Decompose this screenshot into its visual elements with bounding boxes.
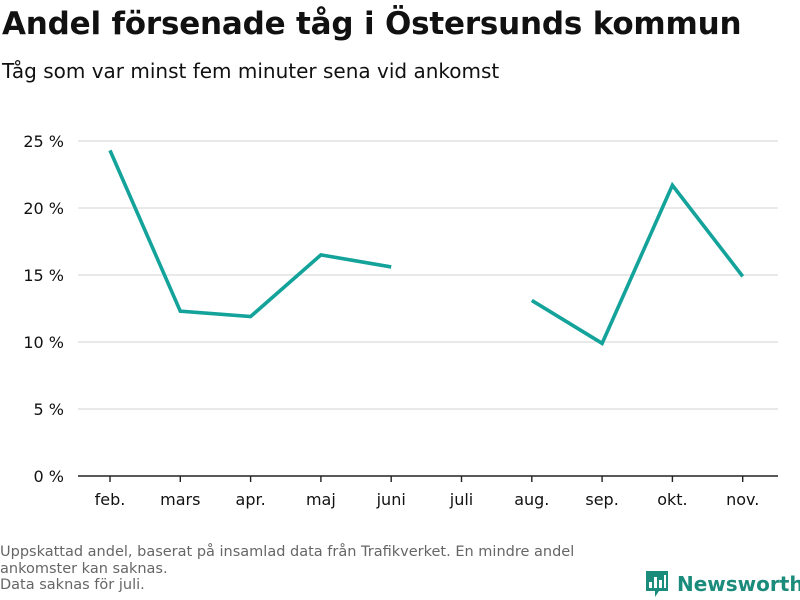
- x-tick-label: feb.: [95, 490, 126, 509]
- y-tick-label: 0 %: [34, 467, 64, 486]
- x-tick-label: juni: [376, 490, 406, 509]
- footnote: Uppskattad andel, baserat på insamlad da…: [0, 544, 640, 594]
- x-tick-label: nov.: [726, 490, 759, 509]
- y-tick-label: 25 %: [23, 132, 64, 151]
- chart-title: Andel försenade tåg i Östersunds kommun: [2, 6, 742, 42]
- x-tick-label: juli: [449, 490, 473, 509]
- y-tick-label: 15 %: [23, 266, 64, 285]
- footnote-line: ankomster kan saknas.: [0, 560, 168, 577]
- footnote-line: Data saknas för juli.: [0, 577, 145, 593]
- gridlines: [78, 140, 778, 410]
- y-tick-label: 10 %: [23, 333, 64, 352]
- line-chart: 0 % 5 % 10 % 15 % 20 % 25 % feb. mars apr. maj ju…: [23, 132, 778, 509]
- x-tick-label: maj: [306, 490, 336, 509]
- logo-name: Newsworthy: [677, 572, 800, 596]
- y-tick-label: 20 %: [23, 199, 64, 218]
- x-tick-label: mars: [160, 490, 200, 509]
- x-axis: feb. mars apr. maj juni juli aug. sep. okt. nov.: [78, 475, 778, 509]
- bar-chart-logo-icon: [646, 571, 668, 597]
- series-line-segment: [108, 149, 392, 319]
- y-axis-tick-labels: 0 % 5 % 10 % 15 % 20 % 25 %: [23, 132, 64, 486]
- footnote-line: Uppskattad andel, baserat på insamlad da…: [0, 544, 575, 560]
- x-tick-label: aug.: [514, 490, 549, 509]
- series-line-segment: [530, 181, 745, 346]
- x-tick-label: okt.: [657, 490, 687, 509]
- x-tick-label: sep.: [585, 490, 618, 509]
- y-tick-label: 5 %: [34, 400, 64, 419]
- x-tick-label: apr.: [236, 490, 266, 509]
- newsworthy-logo: Newsworthy: [644, 569, 800, 599]
- data-series: [108, 149, 745, 346]
- chart-subtitle: Tåg som var minst fem minuter sena vid a…: [2, 59, 500, 83]
